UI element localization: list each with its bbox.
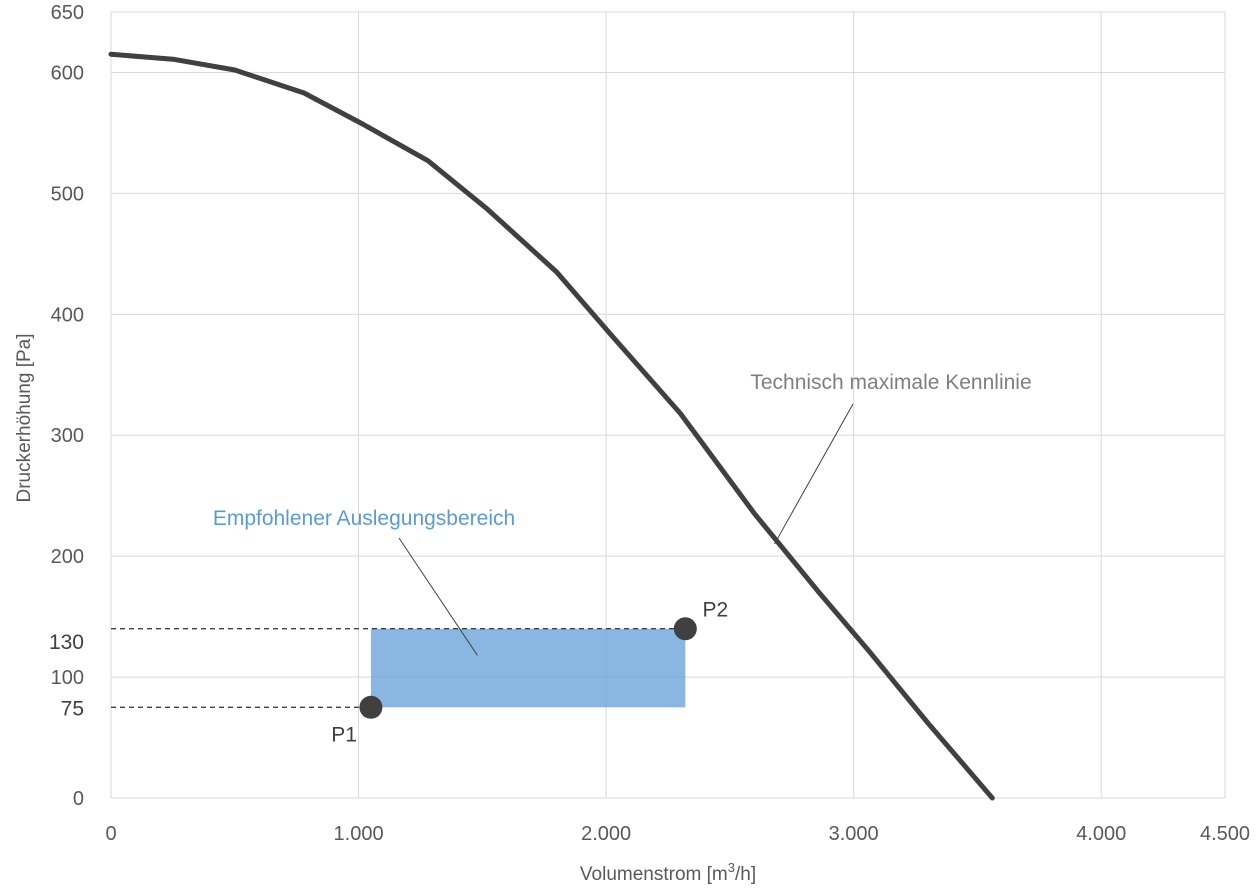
axis-titles: Volumenstrom [m3/h] Druckerhöhung [Pa] bbox=[14, 334, 756, 886]
x-axis-title-end: /h] bbox=[735, 864, 756, 885]
grid-lines bbox=[110, 11, 1226, 799]
data-point-p2 bbox=[673, 617, 697, 641]
y-tick-label: 650 bbox=[51, 2, 84, 24]
y-tick-label: 300 bbox=[51, 425, 84, 447]
series-line-max-curve bbox=[108, 51, 995, 801]
x-axis-title-sup: 3 bbox=[728, 860, 735, 875]
y-tick-label: 500 bbox=[51, 183, 84, 205]
annotation-leader-max-curve bbox=[774, 403, 854, 545]
reference-dashed-lines bbox=[111, 628, 686, 709]
y-tick-label: 600 bbox=[51, 62, 84, 84]
series-layer bbox=[108, 51, 995, 801]
point-label-p2: P2 bbox=[702, 599, 728, 622]
x-tick-label: 4.000 bbox=[1076, 823, 1126, 845]
operating-points: P1 P2 bbox=[331, 599, 728, 747]
x-axis-ticks: 0 1.000 2.000 3.000 4.000 4.500 bbox=[105, 823, 1250, 845]
design-range-region bbox=[370, 628, 686, 708]
x-tick-label: 1.000 bbox=[334, 823, 384, 845]
x-axis-title: Volumenstrom [m3/h] bbox=[580, 860, 756, 885]
data-point-p1 bbox=[359, 695, 383, 719]
x-axis-title-main: Volumenstrom [m bbox=[580, 864, 728, 885]
y-tick-label: 0 bbox=[73, 788, 84, 810]
y-tick-label-highlight: 75 bbox=[61, 697, 84, 720]
design-range-rect bbox=[370, 628, 686, 708]
annotation-design-range: Empfohlener Auslegungsbereich bbox=[213, 507, 515, 530]
y-tick-label: 200 bbox=[51, 546, 84, 568]
x-tick-label: 3.000 bbox=[829, 823, 879, 845]
x-tick-label: 4.500 bbox=[1200, 823, 1250, 845]
point-label-p1: P1 bbox=[331, 723, 357, 746]
annotation-leader-design-range bbox=[398, 537, 478, 656]
y-axis-title: Druckerhöhung [Pa] bbox=[14, 334, 35, 503]
y-tick-label: 400 bbox=[51, 304, 84, 326]
annotation-max-curve: Technisch maximale Kennlinie bbox=[750, 371, 1031, 394]
y-axis-ticks: 0 100 200 300 400 500 600 650 75 130 bbox=[49, 2, 84, 810]
y-tick-label-highlight: 130 bbox=[49, 631, 84, 654]
y-tick-label: 100 bbox=[51, 667, 84, 689]
x-tick-label: 2.000 bbox=[581, 823, 631, 845]
annotations: Technisch maximale Kennlinie Empfohlener … bbox=[213, 371, 1032, 656]
x-tick-label: 0 bbox=[105, 823, 116, 845]
